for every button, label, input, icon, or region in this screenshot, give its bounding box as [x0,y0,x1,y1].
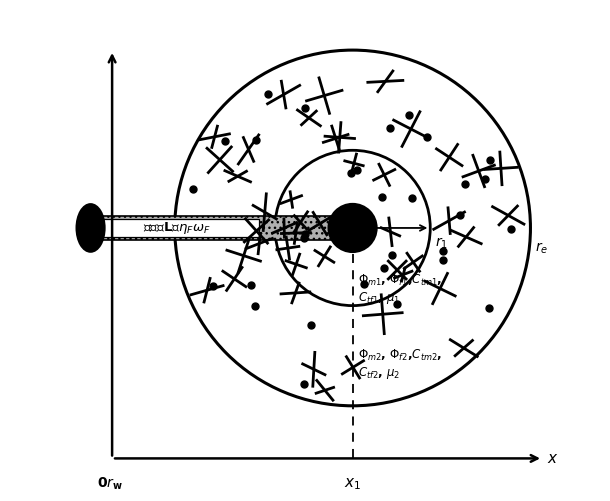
Text: $\Phi_{m1}$, $\Phi_{f1}$,$C_{tm1}$,
$C_{tf1}$, $\mu_1$: $\Phi_{m1}$, $\Phi_{f1}$,$C_{tm1}$, $C_{… [357,273,442,306]
Text: $\mathbf{0}r_\mathbf{w}$: $\mathbf{0}r_\mathbf{w}$ [96,476,123,492]
Bar [90,216,353,240]
Text: $\Phi_{m2}$, $\Phi_{f2}$,$C_{tm2}$,
$C_{tf2}$, $\mu_2$: $\Phi_{m2}$, $\Phi_{f2}$,$C_{tm2}$, $C_{… [357,348,442,381]
Text: $r_1$: $r_1$ [436,235,448,251]
Text: $x_1$: $x_1$ [344,476,361,491]
Bar [96,219,259,237]
Circle shape [329,204,376,252]
Text: $x$: $x$ [547,451,559,466]
Circle shape [174,50,531,406]
Circle shape [275,150,430,306]
Ellipse shape [76,204,104,252]
Text: $r_e$: $r_e$ [536,240,549,256]
Text: 大裂缝L，$\eta_F\omega_F$: 大裂缝L，$\eta_F\omega_F$ [143,220,211,236]
